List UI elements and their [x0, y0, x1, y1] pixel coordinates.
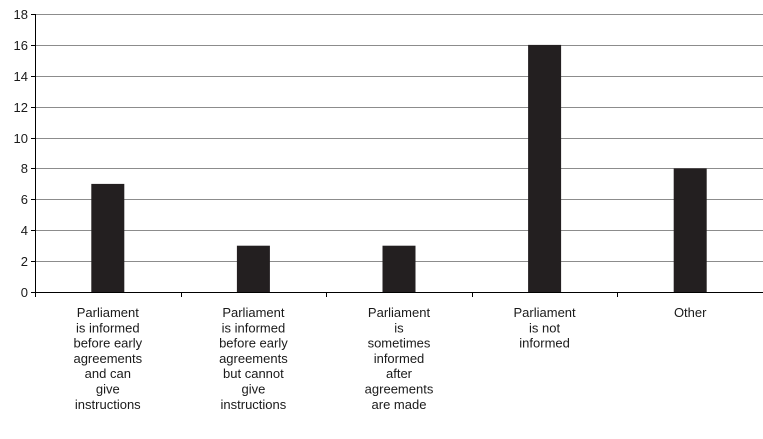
- y-tick-label: 14: [14, 69, 28, 84]
- x-category-label-line: give: [241, 382, 265, 397]
- x-category-label-line: Parliament: [222, 305, 285, 320]
- x-category-label-line: after: [386, 366, 413, 381]
- y-tick-label: 16: [14, 38, 28, 53]
- y-tick-label: 2: [21, 254, 28, 269]
- x-category-label-line: instructions: [221, 397, 287, 412]
- x-category-label-line: Other: [674, 305, 707, 320]
- x-category-label: Parliament is informed before early agreeme…: [73, 305, 142, 412]
- x-category-label-line: and can: [85, 366, 131, 381]
- y-tick-label: 4: [21, 223, 28, 238]
- x-category-label-line: before early: [219, 336, 288, 351]
- x-category-label-line: Parliament: [514, 305, 577, 320]
- bar: [673, 168, 707, 292]
- x-category-label: Parliament is not informed: [514, 305, 577, 351]
- axes: [31, 14, 763, 297]
- x-category-label-line: give: [96, 382, 120, 397]
- bar: [382, 245, 416, 292]
- x-category-labels: Parliament is informed before early agreeme…: [73, 305, 707, 412]
- x-category-label-line: agreements: [73, 351, 142, 366]
- y-tick-label: 12: [14, 100, 28, 115]
- x-category-label-line: agreements: [365, 382, 434, 397]
- x-category-label-line: is informed: [76, 320, 140, 335]
- x-category-label-line: is: [394, 320, 404, 335]
- y-tick-label: 18: [14, 7, 28, 22]
- x-category-label-line: instructions: [75, 397, 141, 412]
- y-tick-label: 0: [21, 285, 28, 300]
- y-tick-labels: 0 2 4 6 8 10 12 14 16 18: [14, 7, 28, 300]
- x-category-label-line: agreements: [219, 351, 288, 366]
- bar: [236, 245, 270, 292]
- x-category-label-line: Parliament: [368, 305, 431, 320]
- x-category-label-line: informed: [374, 351, 425, 366]
- y-tick-label: 8: [21, 161, 28, 176]
- bars: [91, 44, 707, 293]
- x-category-label-line: but cannot: [223, 366, 284, 381]
- y-tick-label: 6: [21, 192, 28, 207]
- x-category-label-line: Parliament: [77, 305, 140, 320]
- x-category-label: Parliament is sometimes informed after agreem…: [365, 305, 434, 412]
- y-tick-label: 10: [14, 131, 28, 146]
- x-category-label-line: are made: [372, 397, 427, 412]
- x-category-label-line: is informed: [222, 320, 286, 335]
- bar: [91, 183, 125, 292]
- gridlines: [35, 14, 763, 262]
- x-category-label-line: informed: [519, 336, 570, 351]
- x-category-label-line: is not: [529, 320, 560, 335]
- x-category-label: Parliament is informed before early agreeme…: [219, 305, 288, 412]
- x-category-label: Other: [674, 305, 707, 320]
- x-category-label-line: before early: [73, 336, 142, 351]
- x-category-label-line: sometimes: [368, 336, 431, 351]
- bar: [528, 44, 562, 293]
